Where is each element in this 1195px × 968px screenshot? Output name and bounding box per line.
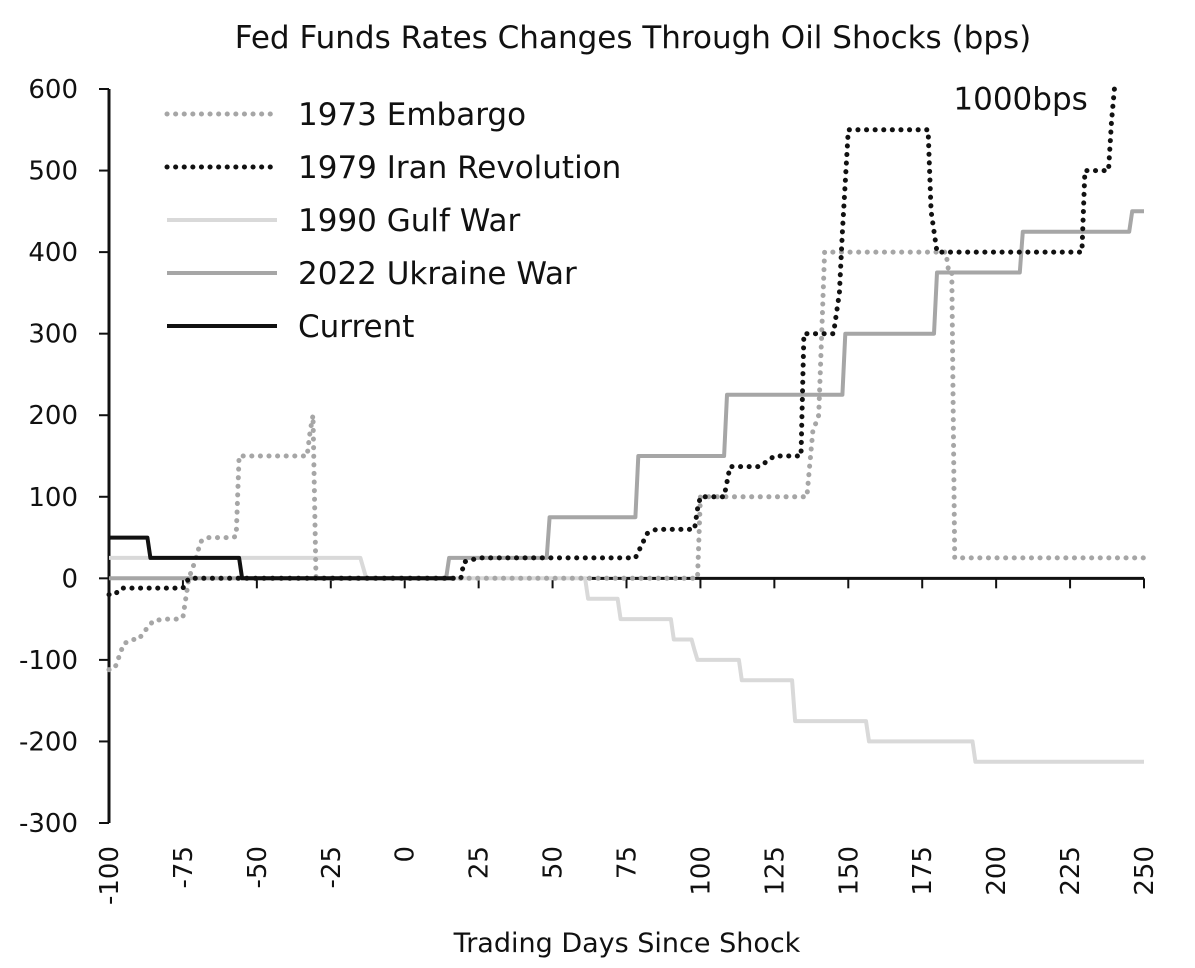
- x-tick-label: 250: [1130, 846, 1160, 896]
- annotation-1000bps: 1000bps: [953, 81, 1087, 117]
- x-tick-label: -100: [95, 846, 125, 905]
- y-tick-label: -100: [19, 646, 78, 676]
- legend-label: 2022 Ukraine War: [298, 256, 577, 292]
- chart-title: Fed Funds Rates Changes Through Oil Shoc…: [235, 20, 1032, 56]
- x-tick-label: -25: [317, 846, 347, 888]
- series-line: [109, 555, 1144, 764]
- series-line: [106, 249, 1147, 673]
- x-tick-label: 75: [613, 846, 643, 879]
- plot-series: [106, 86, 1147, 764]
- x-axis: -100 -75 -50 -25 0 25 50 75 100 125 150 175 200 225 25…: [95, 576, 1160, 905]
- legend: 1973 Embargo 1979 Iran Revolution 1990 Gul…: [164, 97, 621, 345]
- x-tick-label: 100: [686, 846, 716, 896]
- legend-label: 1973 Embargo: [298, 97, 526, 133]
- x-tick-label: 200: [982, 846, 1012, 896]
- x-axis-label: Trading Days Since Shock: [453, 928, 801, 959]
- x-tick-label: -75: [169, 846, 199, 888]
- x-tick-label: 225: [1056, 846, 1086, 896]
- x-tick-label: 25: [465, 846, 495, 879]
- y-tick-label: 500: [28, 157, 78, 187]
- y-tick-label: 200: [28, 401, 78, 431]
- x-tick-label: 50: [539, 846, 569, 879]
- y-tick-label: 400: [28, 238, 78, 268]
- x-tick-label: 0: [391, 846, 421, 863]
- y-tick-label: 0: [61, 564, 78, 594]
- series-line: [109, 535, 452, 581]
- y-tick-label: -300: [19, 809, 78, 839]
- legend-label: Current: [298, 309, 414, 345]
- legend-label: 1979 Iran Revolution: [298, 150, 621, 186]
- x-tick-label: -50: [243, 846, 273, 888]
- y-tick-label: 600: [28, 75, 78, 105]
- y-tick-label: 300: [28, 320, 78, 350]
- x-tick-label: 175: [908, 846, 938, 896]
- series-line: [109, 209, 1144, 581]
- x-tick-label: 125: [760, 846, 790, 896]
- legend-label: 1990 Gulf War: [298, 203, 520, 239]
- x-tick-label: 150: [834, 846, 864, 896]
- y-tick-label: 100: [28, 483, 78, 513]
- y-tick-label: -200: [19, 727, 78, 757]
- y-axis: -300 -200 -100 0 100 200 300 400 500 600: [19, 75, 111, 839]
